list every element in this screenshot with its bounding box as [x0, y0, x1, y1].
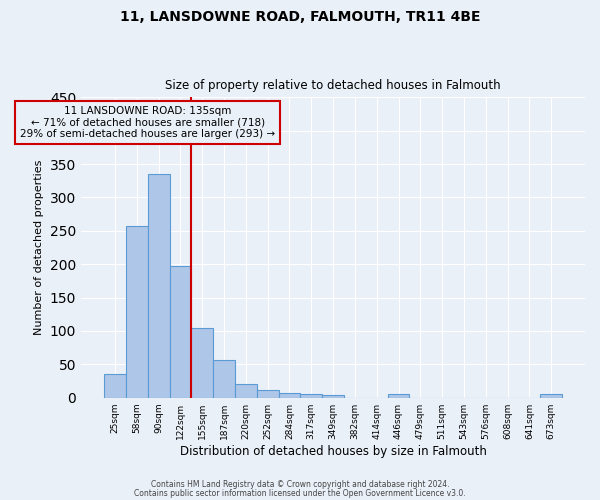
- Bar: [388, 394, 409, 398]
- Text: 11 LANSDOWNE ROAD: 135sqm
← 71% of detached houses are smaller (718)
29% of semi: 11 LANSDOWNE ROAD: 135sqm ← 71% of detac…: [20, 106, 275, 139]
- Bar: [213, 360, 235, 398]
- Text: Contains HM Land Registry data © Crown copyright and database right 2024.: Contains HM Land Registry data © Crown c…: [151, 480, 449, 489]
- Bar: [191, 328, 213, 398]
- Bar: [148, 174, 170, 398]
- Y-axis label: Number of detached properties: Number of detached properties: [34, 160, 44, 335]
- Bar: [322, 395, 344, 398]
- Bar: [301, 394, 322, 398]
- Bar: [170, 266, 191, 398]
- Bar: [278, 393, 301, 398]
- Bar: [235, 384, 257, 398]
- Bar: [257, 390, 278, 398]
- Bar: [126, 226, 148, 398]
- Title: Size of property relative to detached houses in Falmouth: Size of property relative to detached ho…: [165, 79, 501, 92]
- Text: 11, LANSDOWNE ROAD, FALMOUTH, TR11 4BE: 11, LANSDOWNE ROAD, FALMOUTH, TR11 4BE: [120, 10, 480, 24]
- Bar: [540, 394, 562, 398]
- X-axis label: Distribution of detached houses by size in Falmouth: Distribution of detached houses by size …: [179, 444, 487, 458]
- Bar: [104, 374, 126, 398]
- Text: Contains public sector information licensed under the Open Government Licence v3: Contains public sector information licen…: [134, 488, 466, 498]
